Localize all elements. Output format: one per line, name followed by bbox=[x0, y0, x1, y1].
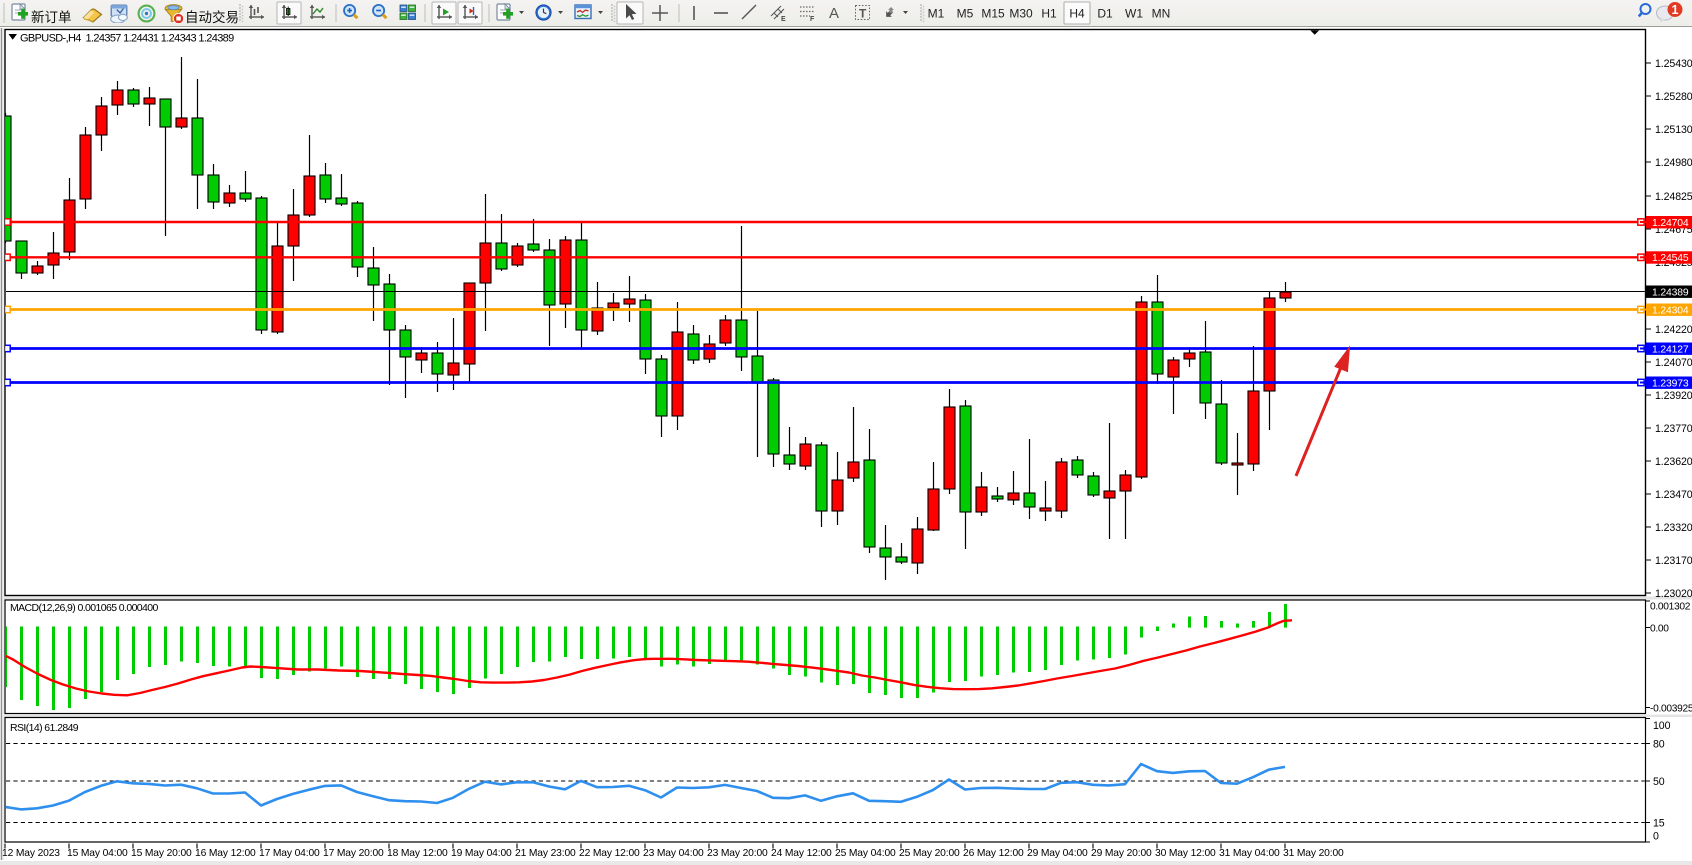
svg-text:1.24704: 1.24704 bbox=[1652, 218, 1689, 229]
svg-text:M5: M5 bbox=[957, 7, 974, 21]
svg-text:23 May 04:00: 23 May 04:00 bbox=[643, 848, 704, 859]
svg-text:15 May 20:00: 15 May 20:00 bbox=[131, 848, 192, 859]
svg-text:1.24070: 1.24070 bbox=[1655, 357, 1692, 369]
svg-text:0.00: 0.00 bbox=[1650, 623, 1669, 634]
svg-text:50: 50 bbox=[1653, 776, 1665, 788]
svg-text:25 May 04:00: 25 May 04:00 bbox=[835, 848, 896, 859]
svg-text:M15: M15 bbox=[981, 7, 1005, 21]
svg-text:M30: M30 bbox=[1009, 7, 1033, 21]
svg-text:24 May 12:00: 24 May 12:00 bbox=[771, 848, 832, 859]
svg-text:19 May 04:00: 19 May 04:00 bbox=[451, 848, 512, 859]
svg-text:31 May 04:00: 31 May 04:00 bbox=[1219, 848, 1280, 859]
svg-text:1.23320: 1.23320 bbox=[1655, 522, 1692, 534]
svg-text:25 May 20:00: 25 May 20:00 bbox=[899, 848, 960, 859]
svg-text:15: 15 bbox=[1653, 817, 1665, 829]
svg-text:17 May 20:00: 17 May 20:00 bbox=[323, 848, 384, 859]
svg-text:1.24304: 1.24304 bbox=[1652, 305, 1689, 316]
svg-text:1.24980: 1.24980 bbox=[1655, 157, 1692, 169]
svg-text:1.24545: 1.24545 bbox=[1652, 253, 1689, 264]
svg-text:1.23920: 1.23920 bbox=[1655, 390, 1692, 402]
svg-text:-0.003925: -0.003925 bbox=[1650, 703, 1692, 714]
svg-text:31 May 20:00: 31 May 20:00 bbox=[1283, 848, 1344, 859]
svg-text:17 May 04:00: 17 May 04:00 bbox=[259, 848, 320, 859]
svg-text:1.23170: 1.23170 bbox=[1655, 555, 1692, 567]
svg-text:0: 0 bbox=[1653, 830, 1659, 842]
svg-text:18 May 12:00: 18 May 12:00 bbox=[387, 848, 448, 859]
svg-text:0.001302: 0.001302 bbox=[1650, 601, 1691, 612]
svg-text:E: E bbox=[781, 16, 786, 23]
svg-text:1.23620: 1.23620 bbox=[1655, 456, 1692, 468]
svg-text:D1: D1 bbox=[1097, 7, 1113, 21]
svg-text:30 May 12:00: 30 May 12:00 bbox=[1155, 848, 1216, 859]
svg-text:H4: H4 bbox=[1069, 7, 1085, 21]
svg-text:1.23770: 1.23770 bbox=[1655, 423, 1692, 435]
svg-text:RSI(14) 61.2849: RSI(14) 61.2849 bbox=[10, 722, 79, 734]
svg-text:26 May 12:00: 26 May 12:00 bbox=[963, 848, 1024, 859]
svg-text:MN: MN bbox=[1152, 7, 1171, 21]
svg-text:1.23020: 1.23020 bbox=[1655, 588, 1692, 600]
svg-text:100: 100 bbox=[1653, 720, 1671, 732]
svg-text:15 May 04:00: 15 May 04:00 bbox=[67, 848, 128, 859]
svg-text:M1: M1 bbox=[928, 7, 945, 21]
svg-text:1.25280: 1.25280 bbox=[1655, 91, 1692, 103]
svg-text:1.24220: 1.24220 bbox=[1655, 324, 1692, 336]
svg-text:1.24825: 1.24825 bbox=[1655, 191, 1692, 203]
svg-text:T: T bbox=[859, 7, 867, 21]
svg-text:21 May 23:00: 21 May 23:00 bbox=[515, 848, 576, 859]
svg-text:1.23973: 1.23973 bbox=[1652, 378, 1689, 389]
svg-text:GBPUSD-,H4 1.24357 1.24431 1.: GBPUSD-,H4 1.24357 1.24431 1.24343 1.243… bbox=[20, 32, 234, 44]
svg-text:1.24389: 1.24389 bbox=[1652, 287, 1689, 298]
svg-text:F: F bbox=[810, 16, 815, 23]
svg-text:1.25430: 1.25430 bbox=[1655, 58, 1692, 70]
svg-text:H1: H1 bbox=[1041, 7, 1057, 21]
svg-text:12 May 2023: 12 May 2023 bbox=[2, 848, 60, 859]
svg-text:29 May 20:00: 29 May 20:00 bbox=[1091, 848, 1152, 859]
svg-text:22 May 12:00: 22 May 12:00 bbox=[579, 848, 640, 859]
svg-text:MACD(12,26,9) 0.001065 0.00040: MACD(12,26,9) 0.001065 0.000400 bbox=[10, 602, 159, 614]
svg-text:23 May 20:00: 23 May 20:00 bbox=[707, 848, 768, 859]
svg-text:1.24127: 1.24127 bbox=[1652, 344, 1689, 355]
svg-text:29 May 04:00: 29 May 04:00 bbox=[1027, 848, 1088, 859]
svg-text:16 May 12:00: 16 May 12:00 bbox=[195, 848, 256, 859]
svg-text:1.25130: 1.25130 bbox=[1655, 124, 1692, 136]
svg-text:1.23470: 1.23470 bbox=[1655, 489, 1692, 501]
svg-text:A: A bbox=[829, 5, 839, 22]
svg-text:W1: W1 bbox=[1125, 7, 1143, 21]
svg-text:80: 80 bbox=[1653, 738, 1665, 750]
svg-text:1: 1 bbox=[1672, 3, 1679, 17]
